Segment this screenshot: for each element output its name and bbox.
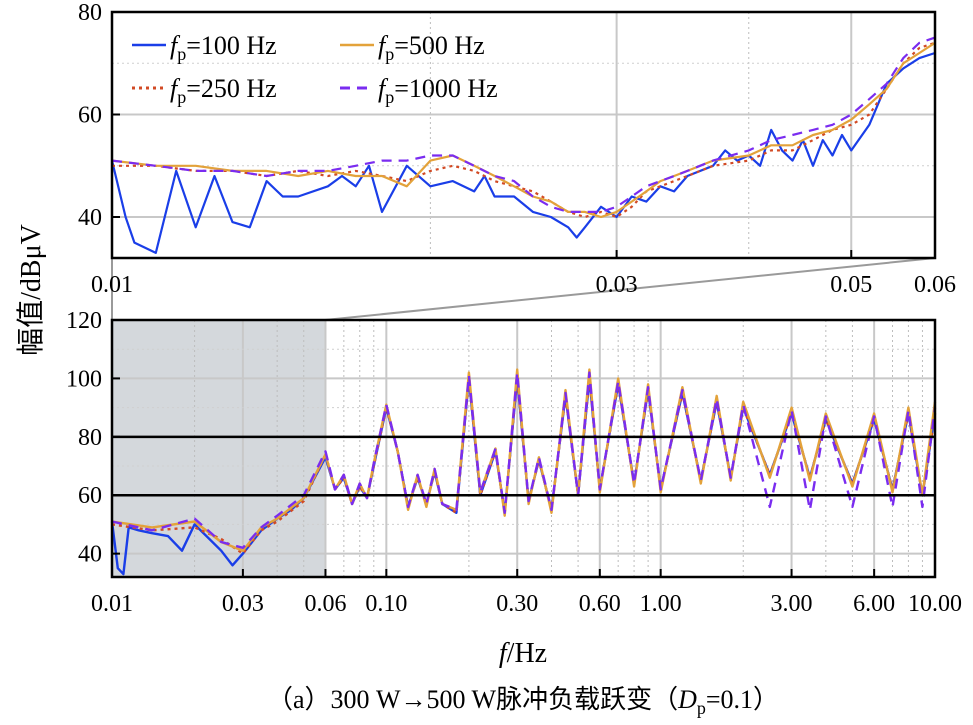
x-tick-label: 0.10	[365, 591, 407, 617]
inset-panel: 0.01 0.03 0.05 0.06 40 60 80 fp=100 Hz fp=500 …	[78, 0, 956, 298]
zoom-connectors	[111, 257, 936, 321]
legend-label-100hz: fp=100 Hz	[170, 31, 277, 64]
y-tick-label: 40	[78, 542, 102, 568]
legend-label-500hz: fp=500 Hz	[378, 31, 485, 64]
x-tick-label: 3.00	[771, 591, 813, 617]
main-series	[110, 368, 937, 576]
y-axis-title: 幅值/dBμV	[15, 224, 47, 356]
inset-frame	[110, 10, 937, 260]
legend-item-100hz: fp=100 Hz	[132, 31, 277, 64]
legend: fp=100 Hz fp=500 Hz fp=250 Hz fp=1000 Hz	[132, 31, 498, 107]
series-line-500hz	[111, 41, 936, 219]
x-tick-label: 0.30	[496, 591, 538, 617]
zoom-line-right	[324, 257, 936, 321]
main-frame	[110, 318, 937, 579]
y-tick-label: 80	[78, 0, 102, 26]
x-tick-label: 6.00	[853, 591, 895, 617]
x-tick-label: 0.60	[579, 591, 621, 617]
x-tick-label: 0.05	[830, 272, 872, 298]
y-tick-label: 120	[66, 308, 102, 334]
x-tick-label: 0.06	[304, 591, 346, 617]
y-tick-label: 60	[78, 483, 102, 509]
x-tick-label: 0.06	[914, 272, 956, 298]
y-tick-label: 80	[78, 425, 102, 451]
legend-label-250hz: fp=250 Hz	[170, 74, 277, 107]
reference-lines	[112, 435, 935, 497]
legend-item-250hz: fp=250 Hz	[132, 74, 277, 107]
y-tick-label: 40	[78, 205, 102, 231]
series-line-1000hz	[111, 36, 936, 213]
main-panel: 0.01 0.03 0.06 0.10 0.30 0.60 1.00 3.00 6.00 10.0…	[66, 308, 962, 617]
y-tick-label: 100	[66, 366, 102, 392]
x-tick-label: 10.00	[908, 591, 962, 617]
series-line-1000hz	[111, 371, 937, 549]
series-line-100hz	[110, 51, 936, 254]
x-tick-label: 0.01	[91, 272, 133, 298]
figure-caption: （a）300 W→500 W脉冲负载跃变（Dp=0.1）	[267, 685, 779, 718]
legend-item-500hz: fp=500 Hz	[340, 31, 485, 64]
inset-ticks: 0.01 0.03 0.05 0.06 40 60 80	[78, 0, 956, 298]
inset-series	[110, 36, 936, 254]
x-tick-label: 0.03	[222, 591, 264, 617]
y-tick-label: 60	[78, 103, 102, 129]
x-axis-title: f/Hz	[499, 638, 547, 669]
x-tick-label: 1.00	[640, 591, 682, 617]
x-tick-label: 0.03	[596, 272, 638, 298]
zoom-region-shade	[112, 320, 325, 577]
legend-label-1000hz: fp=1000 Hz	[378, 74, 498, 107]
x-tick-label: 0.01	[91, 591, 133, 617]
main-ticks: 0.01 0.03 0.06 0.10 0.30 0.60 1.00 3.00 6.00 10.0…	[66, 308, 962, 617]
legend-item-1000hz: fp=1000 Hz	[340, 74, 498, 107]
